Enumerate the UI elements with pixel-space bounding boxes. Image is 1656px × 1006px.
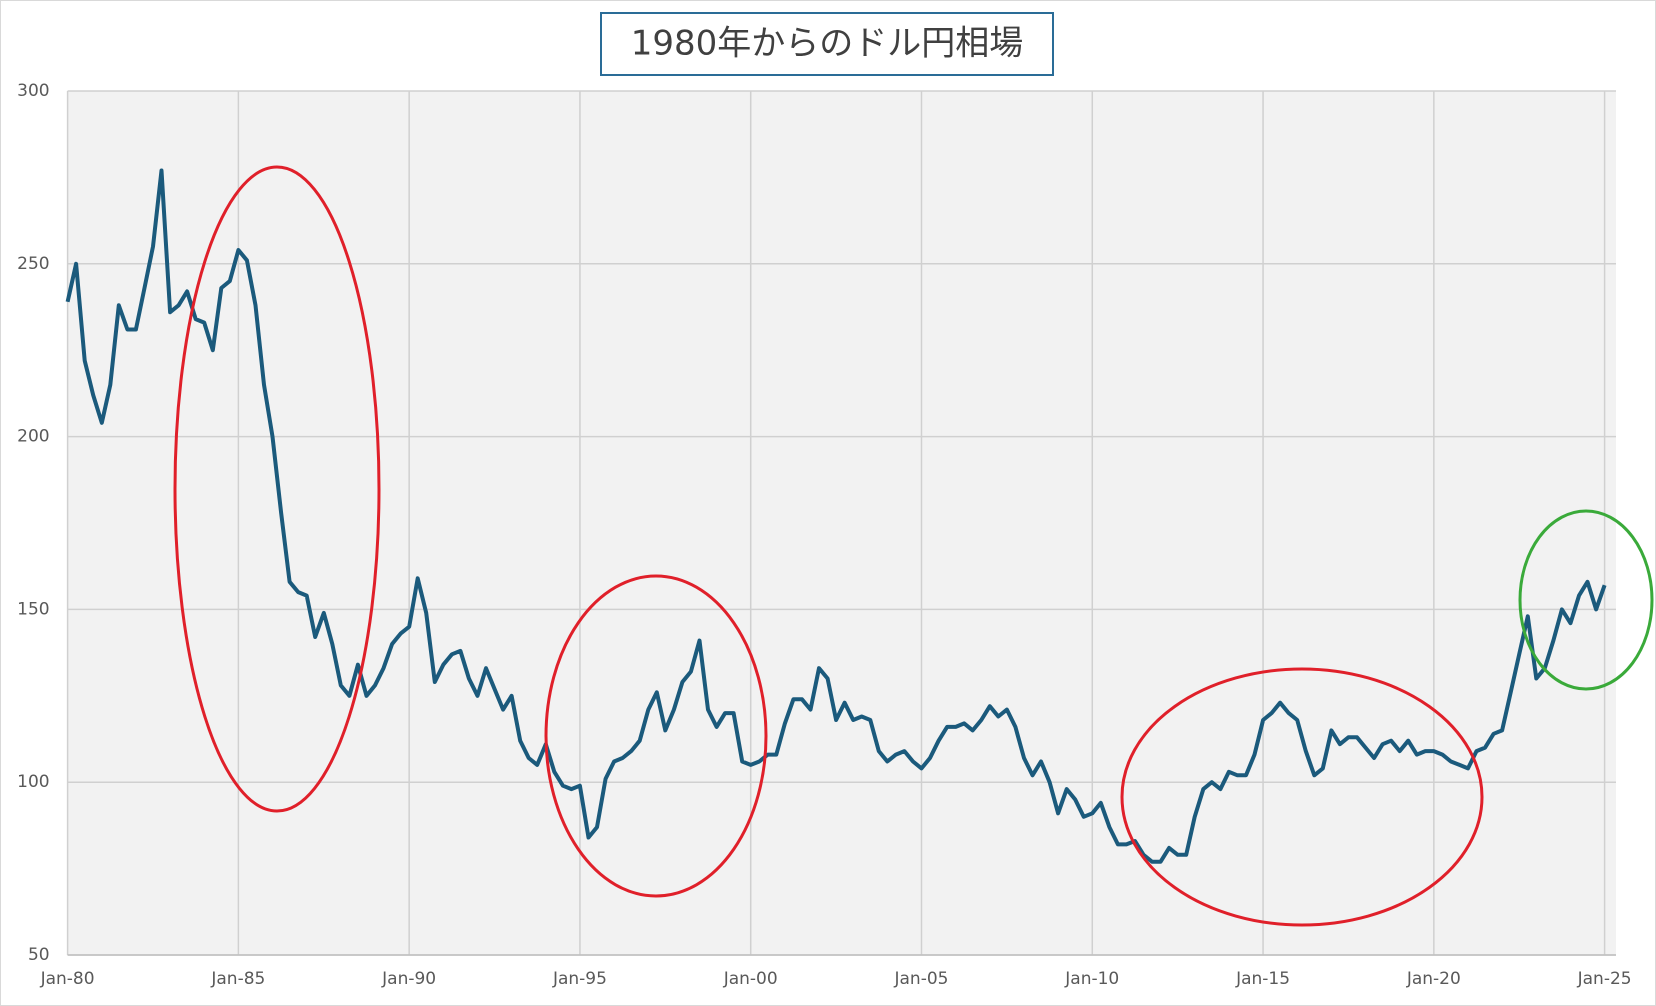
- x-tick-label: Jan-80: [40, 969, 95, 989]
- x-tick-label: Jan-95: [552, 969, 607, 989]
- highlight-ellipse: [1518, 509, 1654, 691]
- y-tick-label: 250: [17, 254, 49, 274]
- y-tick-label: 100: [17, 772, 49, 792]
- y-tick-label: 200: [17, 427, 49, 447]
- x-tick-label: Jan-25: [1577, 969, 1632, 989]
- x-tick-label: Jan-85: [210, 969, 265, 989]
- title-box: [600, 12, 1054, 76]
- x-tick-label: Jan-10: [1064, 969, 1119, 989]
- highlight-ellipse: [173, 165, 381, 813]
- x-tick-label: Jan-90: [381, 969, 436, 989]
- series: [65, 168, 1607, 864]
- chart-title: 1980年からのドル円相場: [631, 24, 1024, 64]
- highlight-ellipse: [1120, 667, 1484, 927]
- plot-area: [67, 91, 1617, 955]
- series-line: [65, 168, 1607, 864]
- x-tick-label: Jan-20: [1406, 969, 1461, 989]
- highlight-ellipse: [544, 574, 768, 898]
- x-tick-label: Jan-15: [1235, 969, 1290, 989]
- y-tick-label: 150: [17, 599, 49, 619]
- y-tick-label: 300: [17, 81, 49, 101]
- grid: [66, 90, 1616, 956]
- x-tick-label: Jan-05: [894, 969, 949, 989]
- y-tick-label: 50: [28, 945, 50, 965]
- x-tick-label: Jan-00: [723, 969, 778, 989]
